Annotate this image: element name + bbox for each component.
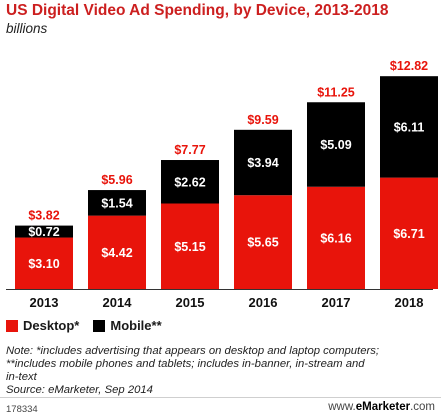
bar-desktop-2016 [234,195,292,289]
note-line-1: Note: *includes advertising that appears… [6,345,380,357]
total-label-2015: $7.77 [174,143,205,157]
data-label-mobile-2014: $1.54 [101,196,132,210]
legend: Desktop* Mobile** [6,318,176,333]
bar-mobile-2014 [88,190,146,216]
bar-desktop-2013 [15,237,73,289]
legend-swatch-desktop [6,319,18,332]
data-label-desktop-2016: $5.65 [247,236,278,250]
note-line-3: in-text [6,371,37,383]
bar-mobile-2016 [234,129,292,196]
x-tick-label-2016: 2016 [249,295,278,310]
data-label-mobile-2016: $3.94 [247,156,278,170]
total-label-2016: $9.59 [247,113,278,127]
note-line-2: **includes mobile phones and tablets; in… [6,358,365,370]
brand-name: eMarketer [355,401,411,413]
data-label-desktop-2014: $4.42 [101,246,132,260]
x-tick-label-2018: 2018 [395,295,424,310]
bar-desktop-2015 [161,203,219,289]
data-label-desktop-2015: $5.15 [174,240,205,254]
chart-title: US Digital Video Ad Spending, by Device,… [6,2,389,19]
x-tick-label-2015: 2015 [176,295,205,310]
total-label-2013: $3.82 [28,209,59,223]
data-label-mobile-2015: $2.62 [174,175,205,189]
legend-item-mobile: Mobile** [93,318,162,333]
bar-desktop-2018 [380,177,438,289]
legend-item-desktop: Desktop* [6,318,79,333]
legend-swatch-mobile [93,319,106,332]
x-tick-label-2017: 2017 [322,295,351,310]
bar-desktop-2014 [88,215,146,289]
chart-notes: Note: *includes advertising that appears… [6,345,436,397]
bar-mobile-2013 [15,225,73,238]
legend-label-desktop: Desktop* [23,318,80,333]
chart-id: 178334 [6,404,38,415]
data-label-mobile-2013: $0.72 [28,225,59,239]
data-label-desktop-2017: $6.16 [320,231,351,245]
total-label-2014: $5.96 [101,173,132,187]
footer-divider [0,397,441,398]
x-tick-label-2014: 2014 [103,295,133,310]
data-label-desktop-2018: $6.71 [393,227,424,241]
brand-suffix: .com [410,401,435,413]
bar-desktop-2017 [307,186,365,289]
legend-label-mobile: Mobile** [110,318,162,333]
data-label-mobile-2017: $5.09 [320,138,351,152]
data-label-desktop-2013: $3.10 [28,257,59,271]
bar-mobile-2015 [161,160,219,204]
total-label-2017: $11.25 [317,85,355,99]
x-tick-label-2013: 2013 [30,295,59,310]
bar-mobile-2017 [307,102,365,187]
brand-link[interactable]: www.eMarketer.com [328,401,435,413]
brand-prefix: www. [328,401,356,413]
stacked-bar-chart: $3.10 $0.72 $3.82 2013 $4.42 $1.54 $5.96 2014 $5… [6,59,438,310]
chart-subtitle: billions [6,21,48,36]
bar-mobile-2018 [380,76,438,178]
data-label-mobile-2018: $6.11 [394,120,425,134]
total-label-2018: $12.82 [390,59,428,73]
source-line: Source: eMarketer, Sep 2014 [6,384,153,396]
